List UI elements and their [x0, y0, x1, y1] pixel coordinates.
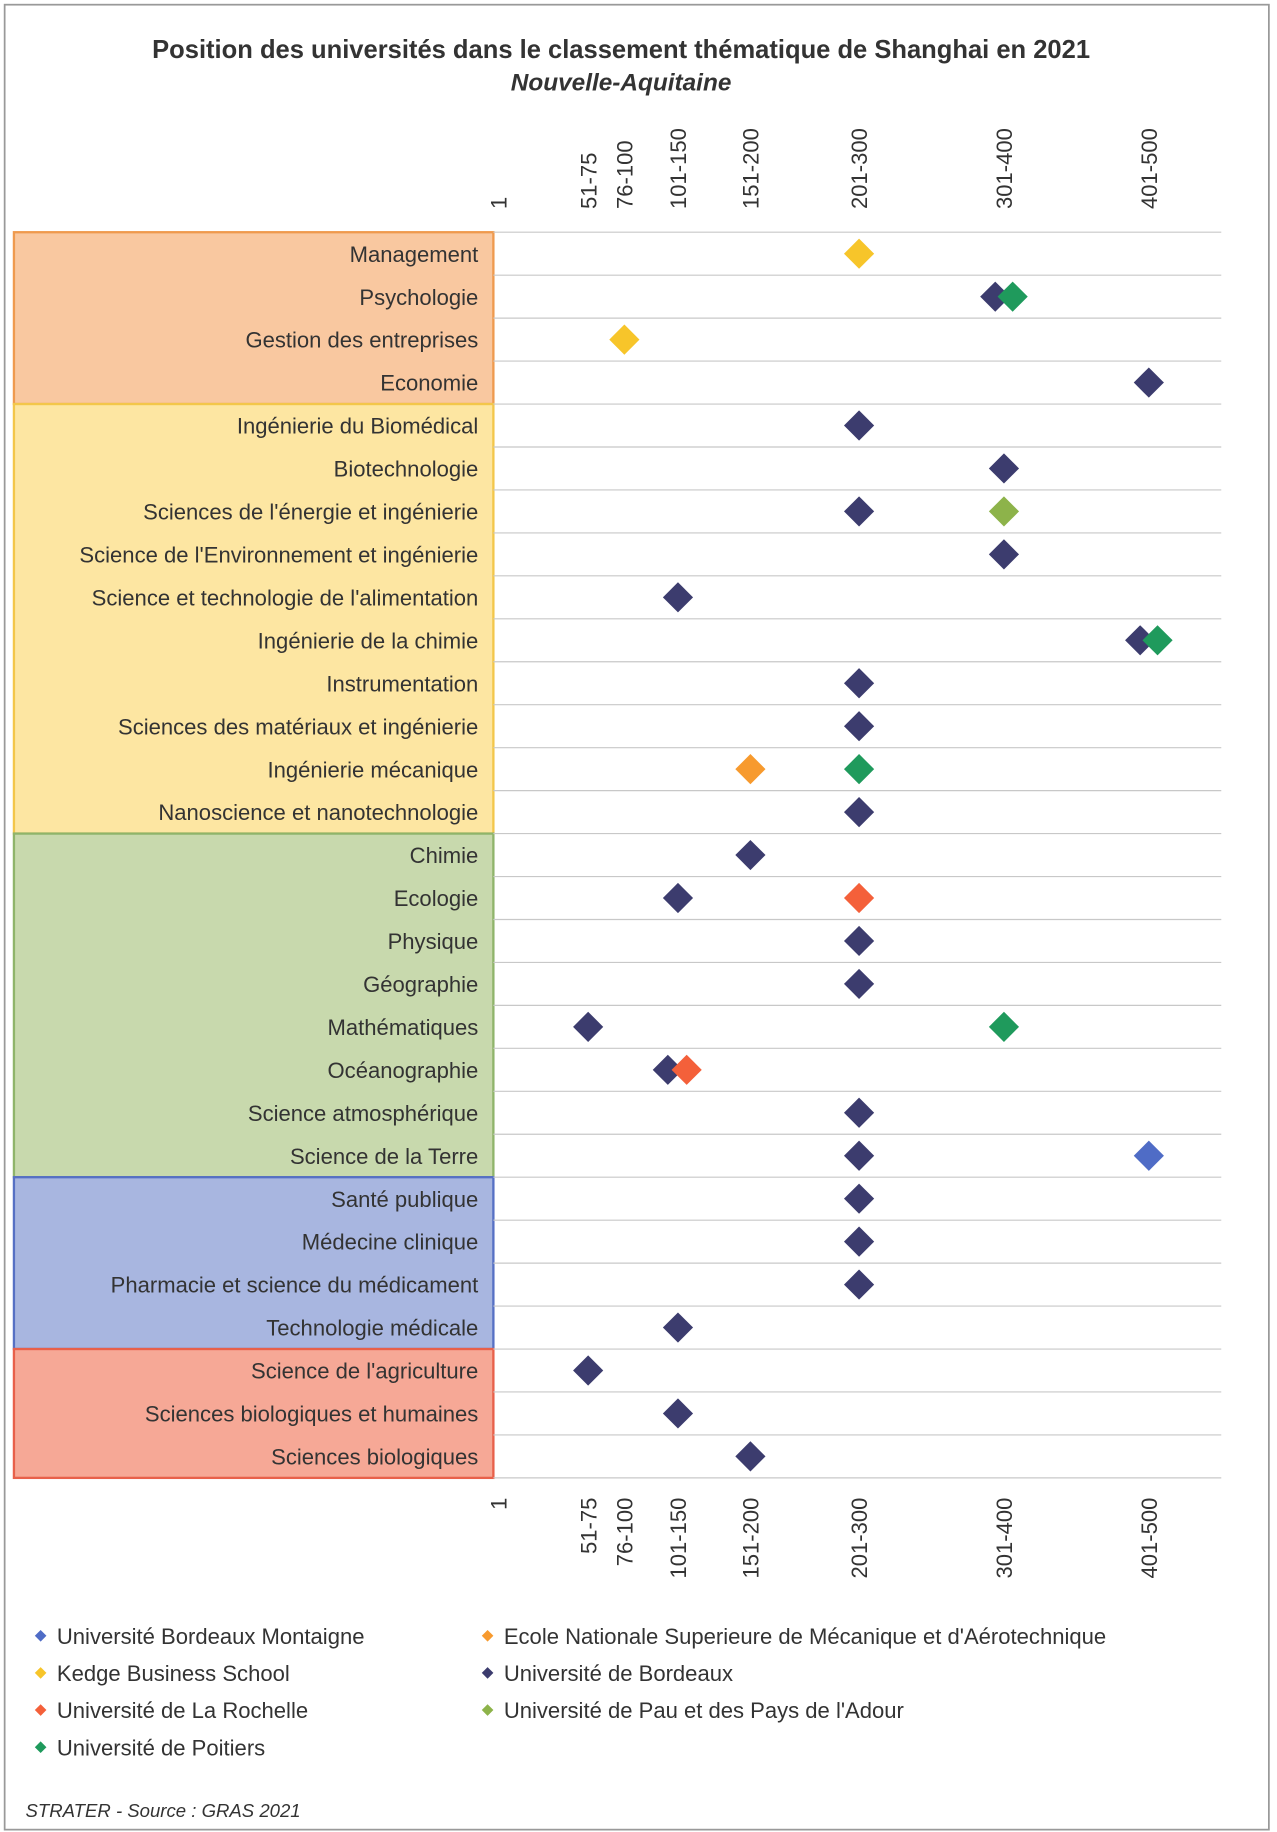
category-label: Océanographie	[328, 1058, 479, 1083]
point	[735, 1441, 766, 1472]
category-label: Ingénierie mécanique	[267, 757, 478, 782]
category-group	[12, 1176, 495, 1351]
category-label: Gestion des entreprises	[245, 328, 478, 353]
point	[843, 711, 875, 742]
category-label: Science de l'agriculture	[251, 1359, 478, 1384]
point	[1142, 625, 1173, 656]
x-tick-label: 1	[486, 1498, 511, 1510]
point	[843, 968, 875, 1000]
category-label: Science et technologie de l'alimentation	[92, 585, 479, 610]
legend-label: Ecole Nationale Superieure de Mécanique …	[504, 1624, 1106, 1649]
legend-marker	[34, 1667, 47, 1679]
category-label: Géographie	[363, 972, 478, 997]
category-group	[12, 1347, 495, 1480]
point	[1133, 367, 1164, 398]
category-group	[12, 832, 495, 1179]
category-label: Management	[350, 242, 479, 267]
x-tick-label: 101-150	[666, 1498, 691, 1579]
point	[662, 1312, 694, 1343]
point	[652, 1054, 683, 1085]
legend-marker	[481, 1704, 494, 1716]
x-tick-label: 151-200	[739, 128, 764, 209]
category-label: Mathématiques	[328, 1015, 479, 1040]
x-tick-label: 76-100	[612, 140, 637, 209]
category-label: Science de l'Environnement et ingénierie	[79, 543, 478, 568]
legend-label: Université de Pau et des Pays de l'Adour	[504, 1698, 904, 1723]
category-label: Chimie	[410, 843, 479, 868]
category-label: Science atmosphérique	[248, 1101, 478, 1126]
point	[662, 1398, 694, 1429]
point	[843, 1226, 875, 1257]
legend-label: Université de La Rochelle	[57, 1698, 308, 1723]
x-tick-label: 1	[486, 197, 511, 209]
legend-label: Université Bordeaux Montaigne	[57, 1624, 365, 1649]
legend-marker	[34, 1704, 47, 1716]
x-tick-label: 151-200	[739, 1498, 764, 1579]
category-label: Sciences biologiques	[271, 1445, 478, 1470]
point	[843, 410, 875, 441]
category-label: Médecine clinique	[302, 1230, 478, 1255]
x-tick-label: 76-100	[612, 1498, 637, 1567]
category-label: Psychologie	[359, 285, 478, 310]
point	[843, 1097, 875, 1128]
x-tick-label: 401-500	[1137, 1498, 1162, 1579]
category-label: Science de la Terre	[290, 1144, 478, 1169]
category-label: Ecologie	[394, 886, 479, 911]
category-label: Santé publique	[331, 1187, 478, 1212]
category-label: Technologie médicale	[266, 1316, 478, 1341]
category-label: Biotechnologie	[334, 457, 479, 482]
point	[735, 754, 766, 785]
legend-marker	[481, 1667, 494, 1679]
point	[843, 754, 875, 785]
category-label: Ingénierie de la chimie	[258, 628, 479, 653]
chart-title: Position des universités dans le classem…	[152, 36, 1090, 64]
category-label: Instrumentation	[326, 671, 478, 696]
legend-label: Université de Poitiers	[57, 1735, 265, 1760]
point	[573, 1355, 604, 1386]
legend-label: Kedge Business School	[57, 1661, 290, 1686]
source: STRATER - Source : GRAS 2021	[26, 1800, 301, 1821]
legend-label: Université de Bordeaux	[504, 1661, 733, 1686]
x-tick-label: 301-400	[992, 128, 1017, 209]
point	[735, 839, 766, 871]
category-label: Sciences des matériaux et ingénierie	[118, 714, 478, 739]
category-label: Physique	[388, 929, 479, 954]
x-tick-label: 51-75	[576, 153, 601, 209]
category-label: Sciences de l'énergie et ingénierie	[143, 500, 478, 525]
point	[843, 797, 875, 828]
point	[609, 324, 640, 355]
x-tick-label: 101-150	[666, 128, 691, 209]
category-label: Economie	[380, 371, 478, 396]
point	[988, 453, 1020, 484]
category-label: Sciences biologiques et humaines	[145, 1402, 478, 1427]
point	[988, 1011, 1020, 1042]
category-label: Ingénierie du Biomédical	[237, 414, 478, 439]
category-group	[12, 231, 495, 406]
point	[988, 539, 1020, 570]
point	[573, 1011, 604, 1042]
chart-subtitle: Nouvelle-Aquitaine	[511, 70, 732, 97]
x-tick-label: 301-400	[992, 1498, 1017, 1579]
category-label: Nanoscience et nanotechnologie	[158, 800, 478, 825]
point	[843, 1183, 875, 1214]
x-tick-label: 51-75	[576, 1498, 601, 1554]
point	[843, 668, 875, 699]
x-tick-label: 201-300	[847, 128, 872, 209]
x-tick-label: 401-500	[1137, 128, 1162, 209]
x-tick-label: 201-300	[847, 1498, 872, 1579]
category-label: Pharmacie et science du médicament	[111, 1273, 479, 1298]
point	[843, 1269, 875, 1300]
category-group	[12, 402, 495, 835]
